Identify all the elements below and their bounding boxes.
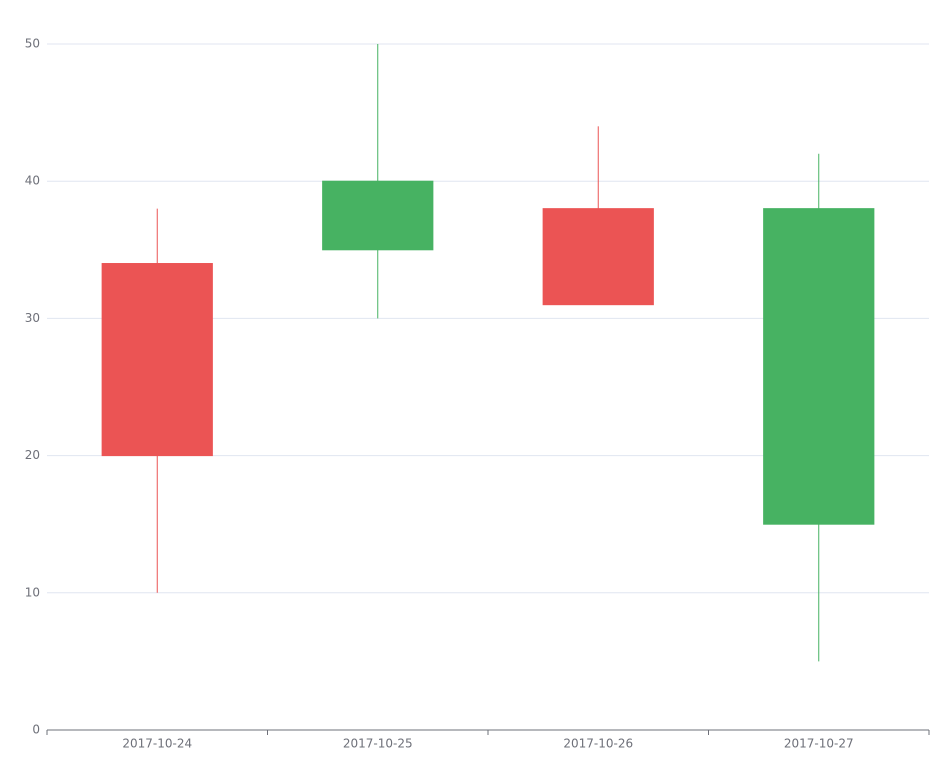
y-tick-label: 30 (25, 311, 40, 325)
y-tick-label: 20 (25, 448, 40, 462)
candle-body (763, 208, 875, 525)
candle-body (322, 180, 434, 251)
candle-body (101, 263, 213, 457)
x-tick-label: 2017-10-27 (784, 737, 854, 751)
candle-body (542, 208, 654, 306)
x-tick-label: 2017-10-25 (343, 737, 413, 751)
y-tick-label: 40 (25, 174, 40, 188)
x-tick-label: 2017-10-26 (563, 737, 633, 751)
y-tick-label: 0 (32, 723, 40, 737)
y-tick-label: 50 (25, 37, 40, 51)
x-tick-label: 2017-10-24 (122, 737, 192, 751)
y-tick-label: 10 (25, 585, 40, 599)
